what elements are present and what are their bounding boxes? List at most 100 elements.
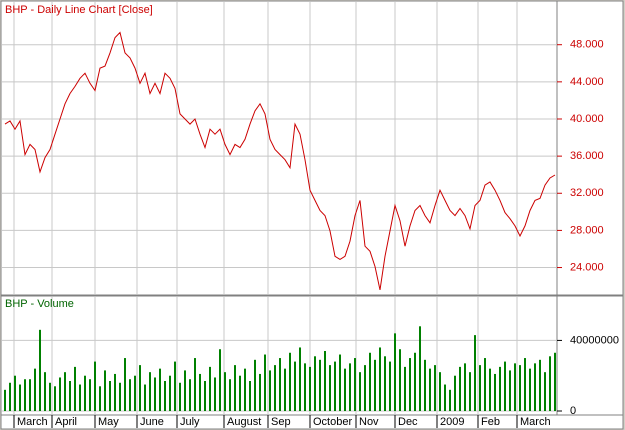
volume-bar [19,384,21,411]
volume-bar [294,361,296,411]
volume-bar [504,361,506,411]
volume-bar [194,358,196,411]
volume-bar [159,368,161,411]
volume-bar [179,382,181,411]
volume-bar [199,373,201,411]
volume-bar [79,384,81,411]
y-tick-label: 40000000 [570,334,619,346]
volume-bar [434,365,436,411]
x-tick-label: March [520,416,551,428]
x-tick-label: Dec [398,416,418,428]
volume-bar [254,359,256,411]
volume-bar [9,382,11,411]
x-tick-label: March [17,416,48,428]
volume-bar [419,326,421,411]
volume-bar [459,366,461,411]
y-tick-label: 0 [570,405,576,417]
volume-bar [514,363,516,411]
volume-bar [144,384,146,411]
volume-bar [534,363,536,411]
volume-bar [334,361,336,411]
volume-bar [284,368,286,411]
x-tick-label: Feb [481,416,500,428]
volume-bar [184,370,186,411]
volume-bar [104,370,106,411]
volume-bar [124,358,126,411]
volume-bar [379,347,381,411]
x-tick-label: June [140,416,164,428]
volume-bar [389,361,391,411]
volume-bar [24,379,26,411]
volume-bar [189,379,191,411]
y-tick-label: 24.000 [570,261,604,273]
volume-bar [239,375,241,411]
x-tick-label: July [180,416,200,428]
volume-bar [54,386,56,411]
volume-bar [519,365,521,411]
volume-bar [244,368,246,411]
volume-bar [544,372,546,411]
volume-bar [94,361,96,411]
volume-bar [454,375,456,411]
volume-bar [429,368,431,411]
chart-title: BHP - Daily Line Chart [Close] [5,4,153,16]
volume-bar [349,363,351,411]
volume-bar [69,381,71,411]
volume-bar [229,379,231,411]
volume-bar [84,375,86,411]
volume-bar [209,366,211,411]
volume-bar [444,384,446,411]
volume-bar [149,372,151,411]
volume-bar [214,377,216,411]
volume-bar [394,333,396,411]
volume-bar [319,359,321,411]
y-tick-label: 44.000 [570,76,604,88]
volume-bar [299,347,301,411]
volume-bar [39,329,41,411]
volume-bar [219,349,221,411]
volume-bar [339,354,341,411]
volume-bar [59,377,61,411]
volume-bar [529,368,531,411]
volume-bar [469,372,471,411]
volume-bar [139,365,141,411]
volume-bar [399,349,401,411]
volume-bar [44,372,46,411]
volume-bar [354,358,356,411]
x-tick-label: August [227,416,261,428]
volume-bar [324,351,326,411]
x-tick-label: 2009 [440,416,464,428]
volume-bar [89,379,91,411]
volume-bar [314,356,316,411]
y-tick-label: 28.000 [570,224,604,236]
volume-bar [509,370,511,411]
y-tick-label: 36.000 [570,150,604,162]
volume-bar [539,359,541,411]
x-tick-label: Nov [359,416,379,428]
volume-bar [474,335,476,411]
x-tick-label: October [313,416,352,428]
volume-bar [99,386,101,411]
x-tick-label: April [55,416,77,428]
x-tick-label: May [98,416,119,428]
volume-bar [549,356,551,411]
x-tick-label: Sep [271,416,291,428]
volume-bar [359,372,361,411]
volume-axis-panel [556,295,624,416]
price-line [4,31,556,291]
volume-bar [484,358,486,411]
volume-bar [344,368,346,411]
volume-bar [134,375,136,411]
volume-bar [409,358,411,411]
volume-bar [289,352,291,411]
volume-bar [234,365,236,411]
volume-bar [424,359,426,411]
volume-bar [384,356,386,411]
volume-bar [34,368,36,411]
volume-bar [279,358,281,411]
y-tick-label: 32.000 [570,187,604,199]
volume-bar [479,365,481,411]
y-tick-label: 40.000 [570,113,604,125]
